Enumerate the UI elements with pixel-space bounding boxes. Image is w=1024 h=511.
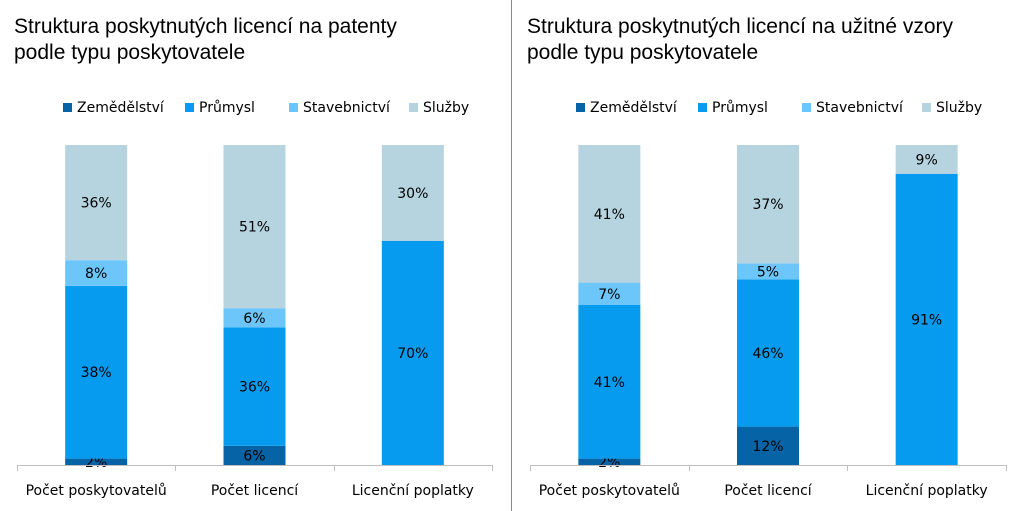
bar-segment-prumysl — [895, 173, 958, 466]
legend-swatch-prumysl — [698, 103, 707, 112]
chart-title: Struktura poskytnutých licencí na patent… — [14, 14, 494, 66]
data-label-prumysl: 36% — [239, 380, 270, 396]
bar-segment-sluzby — [65, 145, 128, 261]
data-label-zemedelstvi: 2% — [598, 455, 620, 471]
data-label-stavebnictvi: 5% — [757, 264, 779, 280]
bar-segment-sluzby — [737, 145, 799, 264]
bar-segment-zemedelstvi — [223, 445, 286, 465]
legend-label-prumysl: Průmysl — [712, 100, 768, 116]
bar-segment-stavebnictvi — [578, 282, 641, 305]
legend-swatch-sluzby — [409, 103, 418, 112]
bar-segment-prumysl — [578, 305, 641, 459]
legend-label-stavebnictvi: Stavebnictví — [816, 100, 904, 116]
legend-item-stavebnictvi: Stavebnictví — [802, 100, 904, 116]
legend-item-sluzby: Služby — [409, 100, 469, 116]
chart-title: Struktura poskytnutých licencí na užitné… — [527, 14, 1007, 66]
data-label-prumysl: 46% — [752, 346, 783, 362]
legend-label-zemedelstvi: Zemědělství — [77, 100, 165, 116]
data-label-zemedelstvi: 12% — [752, 439, 783, 455]
data-label-prumysl: 41% — [594, 375, 625, 391]
data-label-sluzby: 41% — [594, 207, 625, 223]
panel-divider — [511, 0, 512, 511]
legend-swatch-sluzby — [922, 103, 931, 112]
bar-segment-prumysl — [737, 279, 799, 427]
bar-segment-zemedelstvi — [737, 426, 799, 465]
stacked-bar-chart-patenty: Zemědělství Průmysl Stavebnictví Služby 2% 38… — [17, 100, 493, 499]
x-tick-label-pocet-licenci: Počet licencí — [724, 483, 812, 499]
legend-item-zemedelstvi: Zemědělství — [576, 100, 678, 116]
legend-swatch-prumysl — [185, 103, 194, 112]
data-label-prumysl: 91% — [911, 312, 942, 328]
legend-label-sluzby: Služby — [936, 100, 982, 116]
chart-title-line-2: podle typu poskytovatele — [14, 41, 246, 64]
bar-segment-prumysl — [223, 327, 286, 446]
bar-segment-stavebnictvi — [65, 260, 128, 286]
bar-segment-prumysl — [381, 241, 444, 465]
legend-swatch-stavebnictvi — [802, 103, 811, 112]
x-tick-label-licencni-poplatky: Licenční poplatky — [352, 483, 474, 499]
legend-item-zemedelstvi: Zemědělství — [63, 100, 165, 116]
chart-panel-patenty: Struktura poskytnutých licencí na patent… — [14, 14, 494, 499]
chart-title-line-2: podle typu poskytovatele — [527, 41, 759, 64]
bar-segment-zemedelstvi — [65, 458, 128, 465]
data-label-zemedelstvi: 6% — [243, 448, 265, 464]
chart-panel-uzitne-vzory: Struktura poskytnutých licencí na užitné… — [513, 0, 1024, 511]
bar-segment-sluzby — [223, 145, 286, 309]
legend-label-sluzby: Služby — [423, 100, 469, 116]
data-label-sluzby: 9% — [916, 152, 938, 168]
x-tick-label-pocet-licenci: Počet licencí — [211, 483, 299, 499]
data-label-zemedelstvi: 2% — [85, 455, 107, 471]
legend-item-stavebnictvi: Stavebnictví — [289, 100, 391, 116]
data-label-stavebnictvi: 8% — [85, 266, 107, 282]
x-tick-label-pocet-poskytovatelu: Počet poskytovatelů — [539, 483, 680, 499]
bar-segment-sluzby — [381, 145, 444, 241]
legend-item-sluzby: Služby — [922, 100, 982, 116]
legend-item-prumysl: Průmysl — [185, 100, 255, 116]
bar-segment-sluzby — [895, 145, 958, 174]
chart-title-line-1: Struktura poskytnutých licencí na užitné… — [527, 15, 954, 38]
legend-swatch-zemedelstvi — [576, 103, 585, 112]
data-label-sluzby: 51% — [239, 220, 270, 236]
data-label-stavebnictvi: 6% — [243, 311, 265, 327]
legend-label-prumysl: Průmysl — [199, 100, 255, 116]
legend-label-zemedelstvi: Zemědělství — [590, 100, 678, 116]
bar-segment-zemedelstvi — [578, 458, 641, 465]
legend-label-stavebnictvi: Stavebnictví — [303, 100, 391, 116]
data-label-prumysl: 38% — [81, 365, 112, 381]
x-tick-label-licencni-poplatky: Licenční poplatky — [866, 483, 988, 499]
data-label-stavebnictvi: 7% — [598, 287, 620, 303]
data-label-prumysl: 70% — [397, 346, 428, 362]
bar-segment-prumysl — [65, 285, 128, 459]
bar-segment-stavebnictvi — [737, 263, 799, 280]
data-label-sluzby: 36% — [81, 196, 112, 212]
bar-segment-stavebnictvi — [223, 308, 286, 328]
x-tick-label-pocet-poskytovatelu: Počet poskytovatelů — [26, 483, 167, 499]
data-label-sluzby: 37% — [752, 197, 783, 213]
legend-swatch-zemedelstvi — [63, 103, 72, 112]
chart-title-line-1: Struktura poskytnutých licencí na patent… — [14, 15, 397, 38]
stacked-bar-chart-uzitne-vzory: Zemědělství Průmysl Stavebnictví Služby 2% 41… — [530, 100, 1007, 499]
data-label-sluzby: 30% — [397, 186, 428, 202]
legend-swatch-stavebnictvi — [289, 103, 298, 112]
legend-item-prumysl: Průmysl — [698, 100, 768, 116]
bar-segment-sluzby — [578, 145, 641, 283]
